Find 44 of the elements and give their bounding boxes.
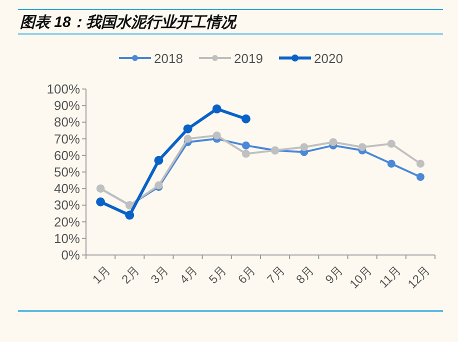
legend-label: 2019 — [234, 51, 263, 66]
x-tick-label: 9月 — [322, 263, 346, 287]
y-tick-label: 30% — [54, 198, 80, 213]
y-tick-label: 100% — [46, 82, 80, 96]
point — [183, 124, 192, 134]
x-tick-label: 12月 — [404, 263, 433, 292]
legend-label: 2018 — [154, 51, 183, 66]
y-tick-label: 50% — [54, 164, 80, 180]
y-tick-label: 80% — [54, 114, 80, 130]
y-tick-label: 20% — [54, 214, 80, 230]
x-tick-label: 1月 — [90, 263, 113, 287]
x-tick-label: 11月 — [376, 263, 404, 291]
chart-title: 图表 18：我国水泥行业开工情况 — [20, 14, 238, 31]
point — [154, 156, 164, 165]
point — [416, 160, 424, 168]
point — [242, 150, 250, 158]
point — [358, 143, 366, 152]
legend-label: 2020 — [314, 51, 343, 66]
y-tick-label: 40% — [54, 181, 80, 196]
x-tick-label: 6月 — [235, 263, 258, 287]
x-tick-label: 7月 — [264, 263, 288, 287]
y-tick-label: 90% — [54, 98, 80, 114]
point — [242, 141, 250, 150]
x-tick-label: 5月 — [206, 263, 230, 287]
point — [387, 140, 396, 148]
x-tick-label: 8月 — [293, 263, 316, 287]
y-tick-label: 10% — [54, 230, 80, 246]
y-tick-label: 60% — [54, 148, 80, 163]
point — [125, 210, 134, 220]
x-tick-label: 2月 — [118, 263, 142, 287]
point — [416, 172, 424, 181]
point — [96, 197, 106, 206]
point — [184, 134, 192, 143]
point — [387, 160, 396, 168]
point — [300, 143, 308, 152]
point — [212, 104, 222, 114]
x-tick-label: 4月 — [177, 263, 200, 287]
y-tick-label: 0% — [61, 248, 80, 262]
point — [329, 138, 338, 146]
point — [241, 114, 250, 124]
y-tick-label: 70% — [54, 131, 80, 146]
x-tick-label: 10月 — [346, 263, 375, 292]
x-tick-label: 3月 — [148, 263, 172, 287]
point — [212, 131, 221, 140]
